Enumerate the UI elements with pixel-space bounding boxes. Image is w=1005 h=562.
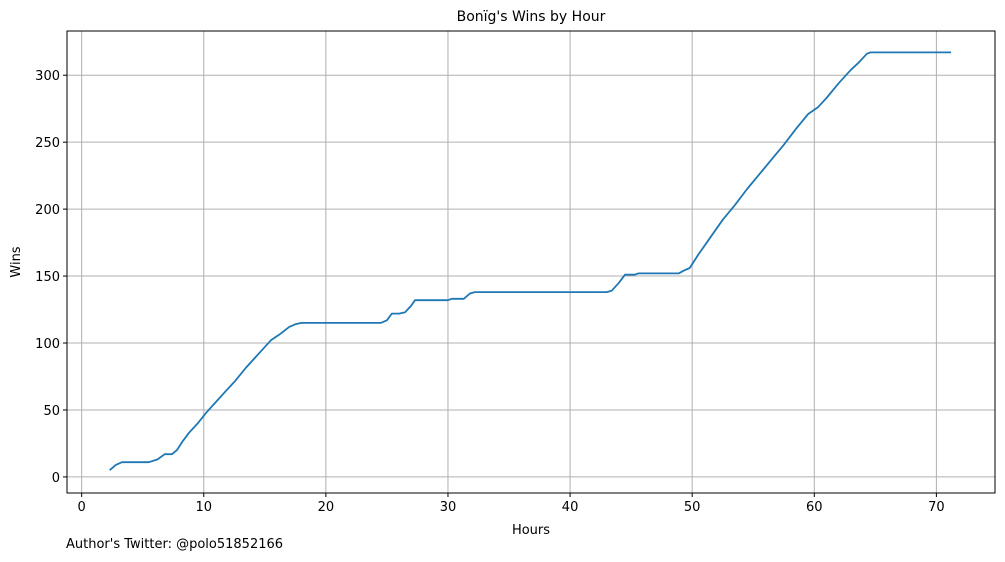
x-tick-label: 20 [318, 500, 335, 515]
y-tick-label: 250 [35, 136, 60, 151]
series-line [109, 51, 951, 471]
x-tick-label: 0 [78, 500, 86, 515]
x-tick-label: 50 [684, 500, 701, 515]
y-tick-label: 150 [35, 270, 60, 285]
y-tick-label: 100 [35, 337, 60, 352]
y-tick-label: 300 [35, 69, 60, 84]
x-tick-label: 10 [195, 500, 212, 515]
x-tick-label: 30 [440, 500, 457, 515]
x-axis-label: Hours [512, 523, 550, 538]
x-tick-label: 60 [806, 500, 823, 515]
plot-area-frame [66, 30, 996, 494]
y-axis: 0 50 100 150 200 250 300 [35, 69, 67, 486]
y-tick-label: 200 [35, 203, 60, 218]
y-tick-label: 0 [52, 471, 60, 486]
plot-line-group [109, 51, 951, 471]
author-credit: Author's Twitter: @polo51852166 [66, 537, 284, 552]
x-tick-label: 70 [928, 500, 945, 515]
x-tick-label: 40 [562, 500, 579, 515]
x-axis: 0 10 20 30 40 50 60 70 [78, 493, 945, 515]
chart-title: Bonïg's Wins by Hour [457, 9, 606, 25]
grid [67, 31, 995, 493]
y-axis-label: Wins [9, 246, 24, 277]
y-tick-label: 50 [43, 404, 60, 419]
